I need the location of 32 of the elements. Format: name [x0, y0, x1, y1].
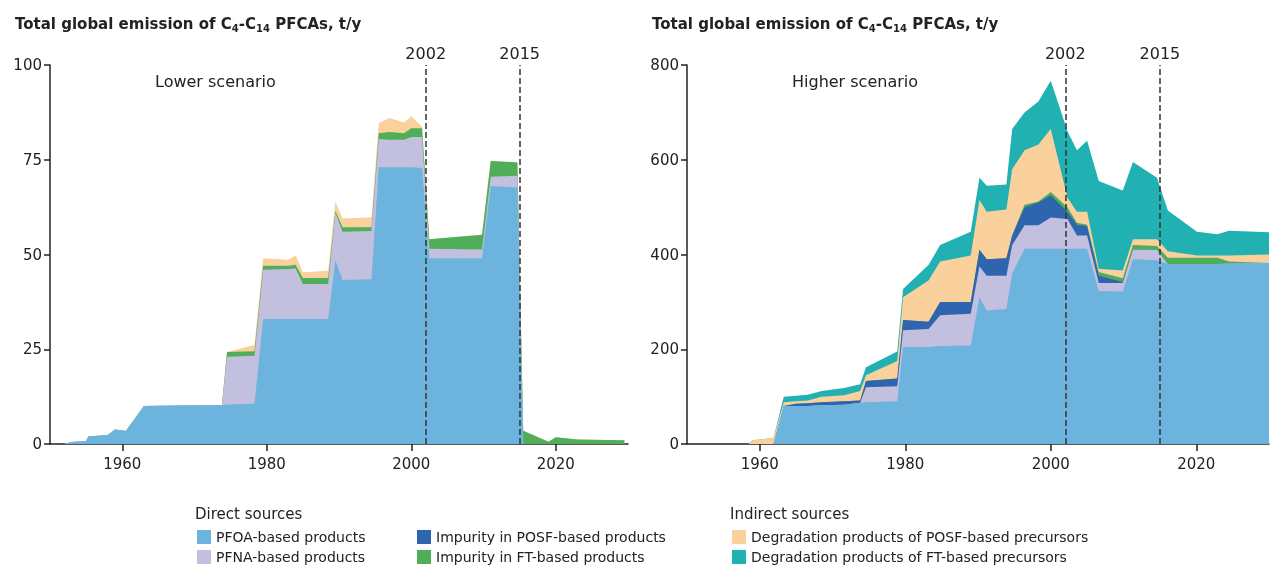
y-tick-label: 75 [22, 150, 42, 169]
x-tick-label: 2000 [1031, 454, 1070, 473]
text: Direct sources [195, 504, 303, 523]
ref-line-label: 2015 [1139, 43, 1181, 63]
y-tick-label: 600 [650, 150, 679, 169]
text: Indirect sources [730, 504, 850, 523]
legend-label: Impurity in POSF-based products [436, 529, 666, 545]
chart-subtitle: Higher scenario [792, 71, 919, 91]
legend-label: Degradation products of FT-based precursors [751, 549, 1067, 565]
chart-subtitle: Lower scenario [155, 71, 276, 91]
legend-label: Impurity in FT-based products [436, 549, 645, 565]
ref-line-label: 2002 [1044, 43, 1086, 63]
x-tick-label: 2000 [392, 454, 431, 473]
legend-label: PFNA-based products [216, 549, 366, 565]
legend-label: Degradation products of POSF-based precursors [751, 529, 1089, 545]
y-tick-label: 50 [22, 245, 42, 264]
y-tick-label: 800 [650, 56, 679, 74]
x-tick-label: 1980 [247, 454, 286, 473]
x-tick-label: 2020 [536, 454, 575, 473]
y-tick-label: 100 [13, 56, 42, 74]
y-tick-label: 25 [22, 340, 42, 359]
x-tick-label: 1980 [886, 454, 925, 473]
legend-label: PFOA-based products [216, 529, 366, 545]
y-tick-label: 0 [32, 435, 42, 453]
y-tick-label: 0 [669, 435, 679, 453]
y-tick-label: 200 [650, 340, 679, 359]
y-tick-label: 400 [650, 245, 679, 264]
x-tick-label: 1960 [103, 454, 142, 473]
x-tick-label: 1960 [740, 454, 779, 473]
ref-line-label: 2015 [499, 43, 540, 63]
ref-line-label: 2002 [405, 43, 447, 63]
x-tick-label: 2020 [1177, 454, 1216, 473]
